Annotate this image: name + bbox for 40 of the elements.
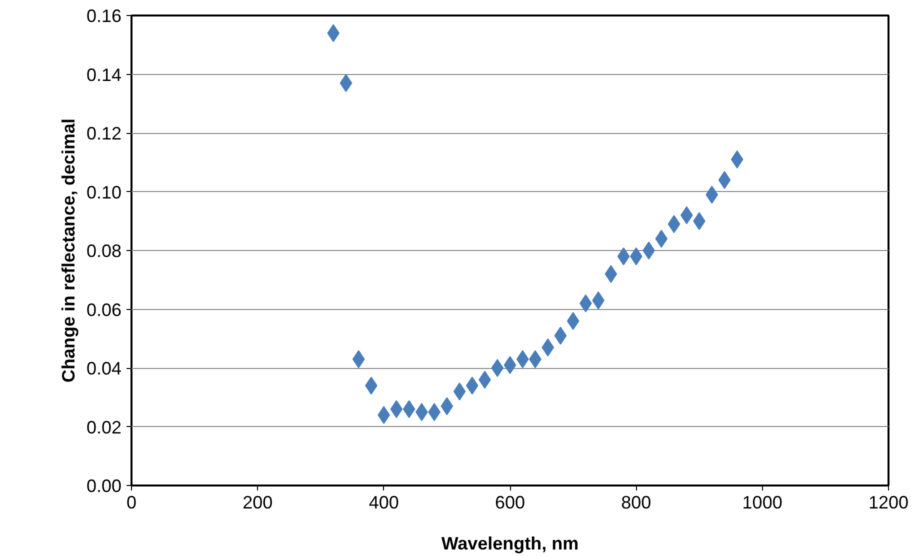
x-tick-label: 400 — [368, 492, 399, 512]
point — [718, 171, 731, 189]
point — [604, 265, 618, 283]
y-tick-label: 0.08 — [86, 241, 122, 261]
y-axis-title: Change in reflectance, decimal — [58, 118, 78, 383]
point — [327, 24, 340, 42]
y-tick-label: 0.02 — [86, 417, 122, 438]
y-tick-label: 0.10 — [86, 182, 122, 202]
point — [340, 74, 352, 92]
point — [390, 400, 403, 418]
point — [542, 338, 554, 356]
x-tick-label: 200 — [242, 492, 273, 512]
point — [668, 215, 680, 234]
point — [566, 312, 580, 330]
point — [617, 247, 630, 266]
point — [706, 186, 718, 204]
y-tick-label: 0.16 — [86, 6, 122, 26]
point — [655, 230, 668, 248]
x-tick-label: 1200 — [868, 492, 909, 512]
x-tick-label: 600 — [494, 492, 526, 512]
point — [554, 326, 567, 345]
y-tick-label: 0.14 — [86, 64, 122, 85]
y-tick-label: 0.00 — [86, 476, 122, 496]
point — [453, 382, 466, 400]
point — [402, 400, 416, 418]
point — [730, 150, 744, 168]
point — [504, 356, 516, 374]
point — [466, 376, 478, 395]
point — [680, 206, 693, 224]
x-tick-label: 800 — [621, 492, 652, 512]
point — [352, 350, 365, 368]
point — [491, 359, 504, 377]
y-tick-label: 0.04 — [86, 358, 122, 378]
y-tick-label: 0.12 — [86, 124, 122, 144]
point — [440, 397, 454, 416]
x-axis-title: Wavelength, nm — [441, 534, 579, 554]
y-tick-label: 0.06 — [86, 300, 122, 320]
x-tick-label: 1000 — [742, 492, 782, 512]
x-tick-label: 0 — [126, 492, 137, 512]
point — [516, 350, 529, 368]
